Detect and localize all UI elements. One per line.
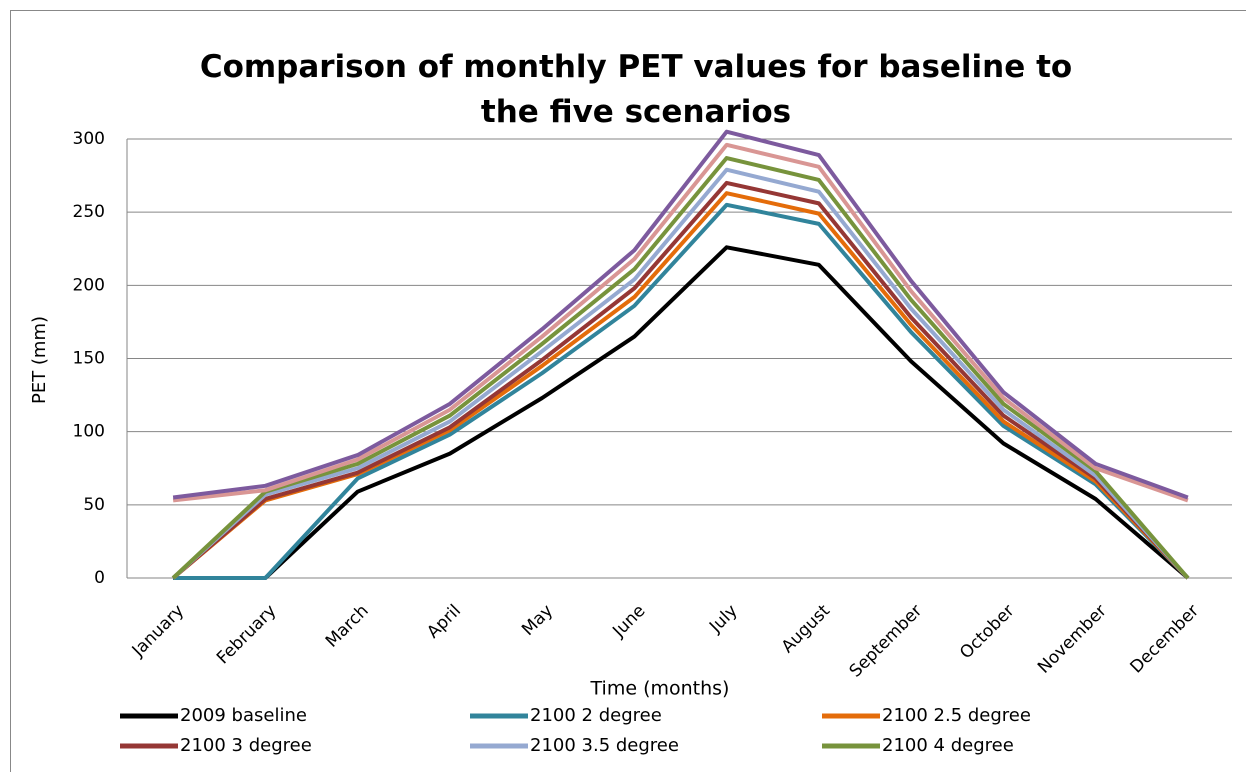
series-line	[171, 156, 1190, 580]
legend-label: 2100 2 degree	[530, 705, 662, 726]
series-line	[171, 167, 1190, 580]
y-tick-label: 50	[83, 495, 105, 515]
series-line	[173, 202, 1190, 580]
y-tick-label: 200	[73, 275, 105, 295]
series-line	[173, 245, 1190, 580]
y-tick-label: 250	[73, 202, 105, 222]
y-tick-label: 300	[73, 129, 105, 149]
legend-label: 2100 4 degree	[882, 735, 1014, 756]
legend-label: 2009 baseline	[180, 705, 307, 726]
y-tick-label: 100	[73, 422, 105, 442]
series-line	[172, 142, 1189, 503]
y-axis-title: PET (mm)	[29, 316, 50, 404]
legend-label: 2100 2.5 degree	[882, 705, 1031, 726]
chart-title: Comparison of monthly PET values for bas…	[200, 49, 1072, 130]
y-tick-label: 0	[94, 568, 105, 588]
legend-label: 2100 3 degree	[180, 735, 312, 756]
y-tick-label: 150	[73, 349, 105, 369]
chart-frame	[10, 10, 1246, 772]
legend-label: 2100 3.5 degree	[530, 735, 679, 756]
series-line	[171, 180, 1190, 580]
x-axis-title: Time (months)	[590, 678, 730, 700]
series-line	[172, 129, 1189, 500]
